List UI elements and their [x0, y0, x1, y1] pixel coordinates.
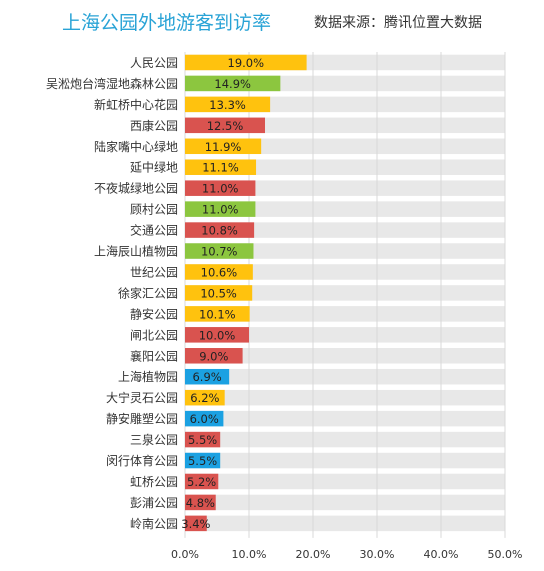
data-label: 10.5%	[200, 286, 237, 300]
data-label: 6.0%	[190, 412, 219, 426]
bar	[185, 243, 254, 259]
bar	[185, 96, 271, 113]
category-label: 世纪公园	[130, 265, 178, 279]
bar-track	[185, 201, 505, 217]
data-label: 5.5%	[188, 433, 217, 447]
bar-track	[185, 264, 505, 280]
bar	[185, 54, 307, 71]
category-label: 三泉公园	[130, 433, 178, 447]
data-label: 3.4%	[181, 517, 210, 531]
data-label: 12.5%	[207, 119, 244, 133]
data-label: 19.0%	[228, 56, 265, 70]
data-label: 5.2%	[187, 475, 216, 489]
bar-track	[185, 306, 505, 322]
category-label: 交通公园	[130, 223, 178, 238]
category-label: 静安雕塑公园	[106, 411, 178, 426]
x-tick-label: 50.0%	[488, 548, 523, 561]
bar-track	[185, 389, 505, 406]
bar-track	[185, 368, 505, 385]
bar	[185, 285, 253, 301]
bar	[185, 348, 243, 364]
bar	[185, 264, 253, 280]
data-label: 9.0%	[199, 349, 228, 363]
bar-track	[185, 180, 505, 196]
category-label: 西康公园	[130, 118, 178, 133]
data-label: 11.1%	[202, 161, 239, 175]
data-label: 11.0%	[202, 203, 239, 217]
bar-track	[185, 494, 505, 511]
bar	[185, 327, 249, 343]
bar	[185, 201, 256, 217]
data-label: 6.2%	[190, 391, 219, 405]
data-label: 10.1%	[199, 307, 236, 321]
data-label: 10.6%	[201, 265, 238, 279]
bar-track	[185, 473, 505, 490]
bar	[185, 75, 281, 92]
category-label: 闵行体育公园	[106, 453, 178, 468]
bar-track	[185, 243, 505, 259]
category-label: 吴淞炮台湾湿地森林公园	[46, 76, 178, 91]
category-label: 不夜城绿地公园	[94, 181, 178, 196]
category-label: 彭浦公园	[130, 496, 178, 510]
bar-track	[185, 138, 505, 155]
category-label: 延中绿地	[130, 160, 178, 175]
x-tick-label: 20.0%	[296, 548, 331, 561]
bar-track	[185, 159, 505, 175]
data-label: 4.8%	[186, 496, 215, 510]
data-label: 10.7%	[201, 245, 238, 259]
x-tick-label: 40.0%	[424, 548, 459, 561]
category-label: 静安公园	[130, 306, 178, 321]
bar	[185, 515, 207, 532]
category-label: 上海植物园	[118, 369, 178, 384]
bar	[185, 117, 265, 134]
category-label: 虹桥公园	[130, 475, 178, 489]
bar-track	[185, 515, 505, 532]
x-tick-label: 0.0%	[171, 548, 199, 561]
category-label: 新虹桥中心花园	[94, 97, 178, 112]
data-label: 14.9%	[214, 77, 251, 91]
bar-track	[185, 222, 505, 238]
bar	[185, 494, 216, 511]
bar-track	[185, 431, 505, 448]
bar	[185, 389, 225, 406]
bar-track	[185, 348, 505, 364]
bar	[185, 452, 221, 469]
bar	[185, 473, 219, 490]
bar	[185, 410, 224, 427]
bar	[185, 431, 221, 448]
data-label: 11.9%	[205, 140, 242, 154]
bar	[185, 368, 230, 385]
category-label: 襄阳公园	[130, 348, 178, 363]
x-tick-label: 30.0%	[360, 548, 395, 561]
bar	[185, 159, 257, 175]
category-label: 闸北公园	[130, 328, 178, 342]
bar-track	[185, 410, 505, 427]
data-label: 13.3%	[209, 98, 246, 112]
category-label: 岭南公园	[130, 516, 178, 531]
category-label: 上海辰山植物园	[94, 244, 178, 259]
category-label: 徐家汇公园	[118, 285, 178, 300]
bar	[185, 306, 250, 322]
bar-track	[185, 452, 505, 469]
bar-track	[185, 285, 505, 301]
data-label: 10.8%	[201, 224, 238, 238]
bar	[185, 222, 255, 238]
x-tick-label: 10.0%	[232, 548, 267, 561]
data-label: 11.0%	[202, 182, 239, 196]
bar	[185, 138, 262, 155]
bar	[185, 180, 256, 196]
category-label: 人民公园	[130, 56, 178, 70]
data-label: 5.5%	[188, 454, 217, 468]
category-label: 顾村公园	[130, 203, 178, 217]
bar-track	[185, 327, 505, 343]
chart-title: 上海公园外地游客到访率	[62, 12, 272, 34]
data-source-note: 数据来源：腾讯位置大数据	[314, 15, 482, 31]
category-label: 大宁灵石公园	[106, 390, 178, 405]
data-label: 6.9%	[192, 370, 221, 384]
data-label: 10.0%	[199, 328, 236, 342]
category-label: 陆家嘴中心绿地	[94, 139, 178, 154]
